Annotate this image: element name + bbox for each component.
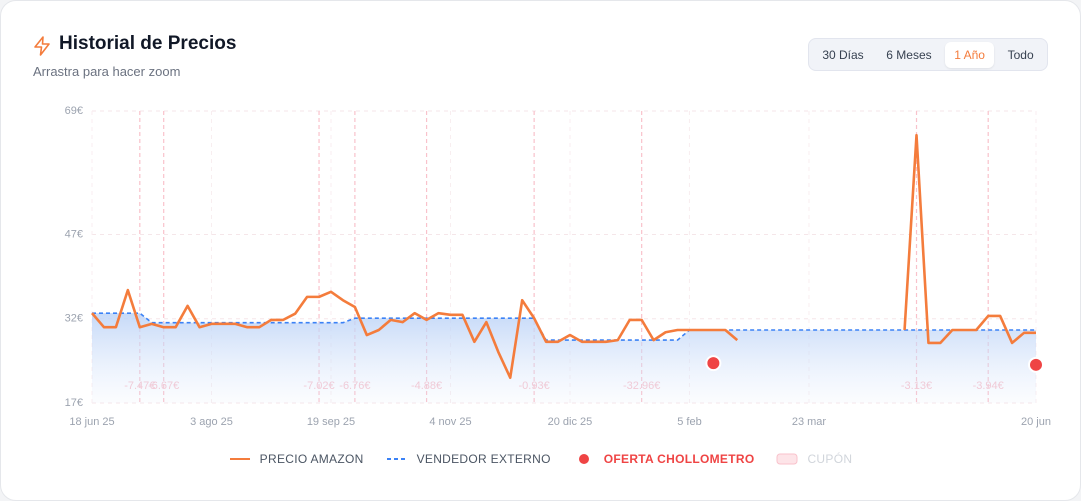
area [92, 313, 1036, 403]
legend-item: CUPÓN [776, 452, 852, 466]
y-tick-label: 32€ [65, 313, 83, 325]
line [92, 312, 1036, 341]
legend-swatch [776, 453, 798, 465]
legend-label: CUPÓN [807, 452, 853, 466]
legend-item: VENDEDOR EXTERNO [386, 452, 551, 466]
x-tick-label: 18 jun 25 [69, 416, 114, 428]
range-button[interactable]: Todo [1007, 47, 1034, 62]
offer-dot [705, 355, 722, 372]
legend: PRECIO AMAZON VENDEDOR EXTERNO OFERTA CHOL… [0, 452, 1081, 466]
bolt-icon [34, 36, 50, 56]
x-tick-label: 5 feb [677, 416, 701, 428]
legend-swatch-mark [578, 454, 589, 464]
legend-swatch [229, 458, 250, 460]
x-tick-label: 4 nov 25 [429, 416, 471, 428]
range-button[interactable]: 6 Meses [886, 47, 932, 62]
x-tick-label: 20 dic 25 [548, 416, 593, 428]
x-tick-label: 19 sep 25 [307, 416, 355, 428]
x-tick-label: 23 mar [792, 416, 827, 428]
legend-label: VENDEDOR EXTERNO [416, 452, 551, 466]
y-tick-label: 69€ [65, 105, 83, 117]
range-button[interactable]: 30 Días [822, 47, 864, 62]
title: Historial de Precios [59, 33, 237, 54]
legend-swatch [578, 454, 589, 464]
legend-label: PRECIO AMAZON [259, 452, 364, 466]
y-tick-label: 17€ [65, 397, 83, 409]
line [903, 133, 1036, 345]
x-tick-label: 3 ago 25 [190, 416, 233, 428]
legend-swatch-mark [776, 453, 798, 465]
offer-dot [1028, 356, 1044, 373]
legend-label: OFERTA CHOLLOMETRO [603, 452, 755, 466]
legend-item: PRECIO AMAZON [229, 452, 364, 466]
subtitle: Arrastra para hacer zoom [33, 64, 181, 79]
legend-item: OFERTA CHOLLOMETRO [573, 452, 755, 466]
y-tick-label: 47€ [65, 228, 83, 240]
range-buttons: 30 Días 6 Meses 1 Año Todo [808, 38, 1048, 71]
chart: 69€ 47€ 32€ 17€ 18 jun 25 3 ago 25 19 sep 25 4 … [65, 105, 1051, 428]
x-tick-label: 20 jun [1021, 416, 1051, 428]
line [91, 288, 739, 380]
range-button[interactable]: 1 Año [945, 41, 994, 68]
legend-swatch [386, 458, 407, 460]
